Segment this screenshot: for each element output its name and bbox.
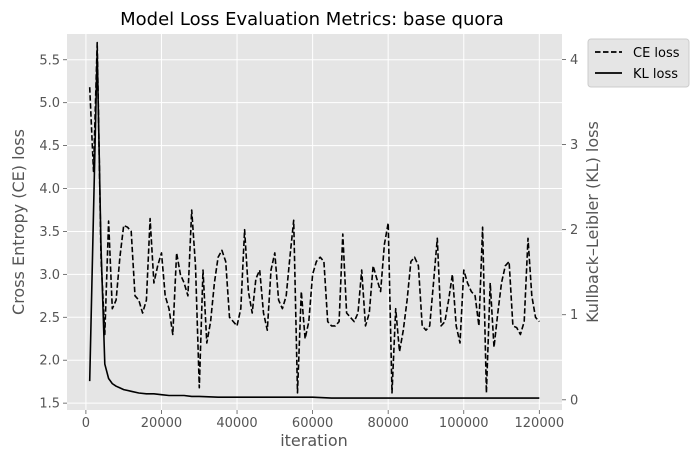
legend-box bbox=[587, 38, 690, 88]
x-tick-label: 120000 bbox=[515, 416, 565, 431]
y-right-tick-label: 3 bbox=[570, 138, 578, 153]
y-right-tick-label: 0 bbox=[570, 393, 578, 408]
legend-kl-label: KL loss bbox=[633, 67, 678, 82]
y-left-tick-label: 3.0 bbox=[39, 268, 60, 283]
y-left-tick-label: 1.5 bbox=[39, 397, 60, 412]
legend-ce-label: CE loss bbox=[633, 46, 680, 61]
axis-ticks: 0 20000 40000 60000 80000 100000 120000 1.5 2.0 2… bbox=[39, 53, 578, 431]
y-left-tick-label: 3.5 bbox=[39, 225, 60, 240]
y-axis-right-label: Kullback–Leibler (KL) loss bbox=[583, 121, 602, 323]
y-left-tick-label: 2.5 bbox=[39, 311, 60, 326]
x-axis-label: iteration bbox=[280, 431, 348, 450]
y-left-tick-label: 4.0 bbox=[39, 182, 60, 197]
x-tick-label: 20000 bbox=[141, 416, 182, 431]
series-lines bbox=[88, 41, 540, 399]
x-tick-label: 80000 bbox=[368, 416, 409, 431]
y-right-tick-label: 4 bbox=[570, 53, 578, 68]
x-tick-label: 40000 bbox=[216, 416, 257, 431]
y-left-tick-label: 4.5 bbox=[39, 139, 60, 154]
y-axis-left-label: Cross Entropy (CE) loss bbox=[9, 129, 28, 315]
x-tick-label: 0 bbox=[82, 416, 90, 431]
y-right-tick-label: 2 bbox=[570, 223, 578, 238]
y-right-tick-label: 1 bbox=[570, 308, 578, 323]
plot-background bbox=[67, 34, 562, 410]
y-left-tick-label: 5.0 bbox=[39, 96, 60, 111]
x-tick-label: 100000 bbox=[439, 416, 489, 431]
x-tick-label: 60000 bbox=[292, 416, 333, 431]
grid bbox=[67, 34, 562, 410]
series-line-kl-loss bbox=[88, 50, 540, 399]
legend: CE loss KL loss bbox=[587, 38, 690, 88]
series-line-ce-loss bbox=[88, 41, 540, 394]
y-left-tick-label: 5.5 bbox=[39, 53, 60, 68]
chart-title: Model Loss Evaluation Metrics: base quor… bbox=[120, 9, 504, 30]
y-left-tick-label: 2.0 bbox=[39, 354, 60, 369]
